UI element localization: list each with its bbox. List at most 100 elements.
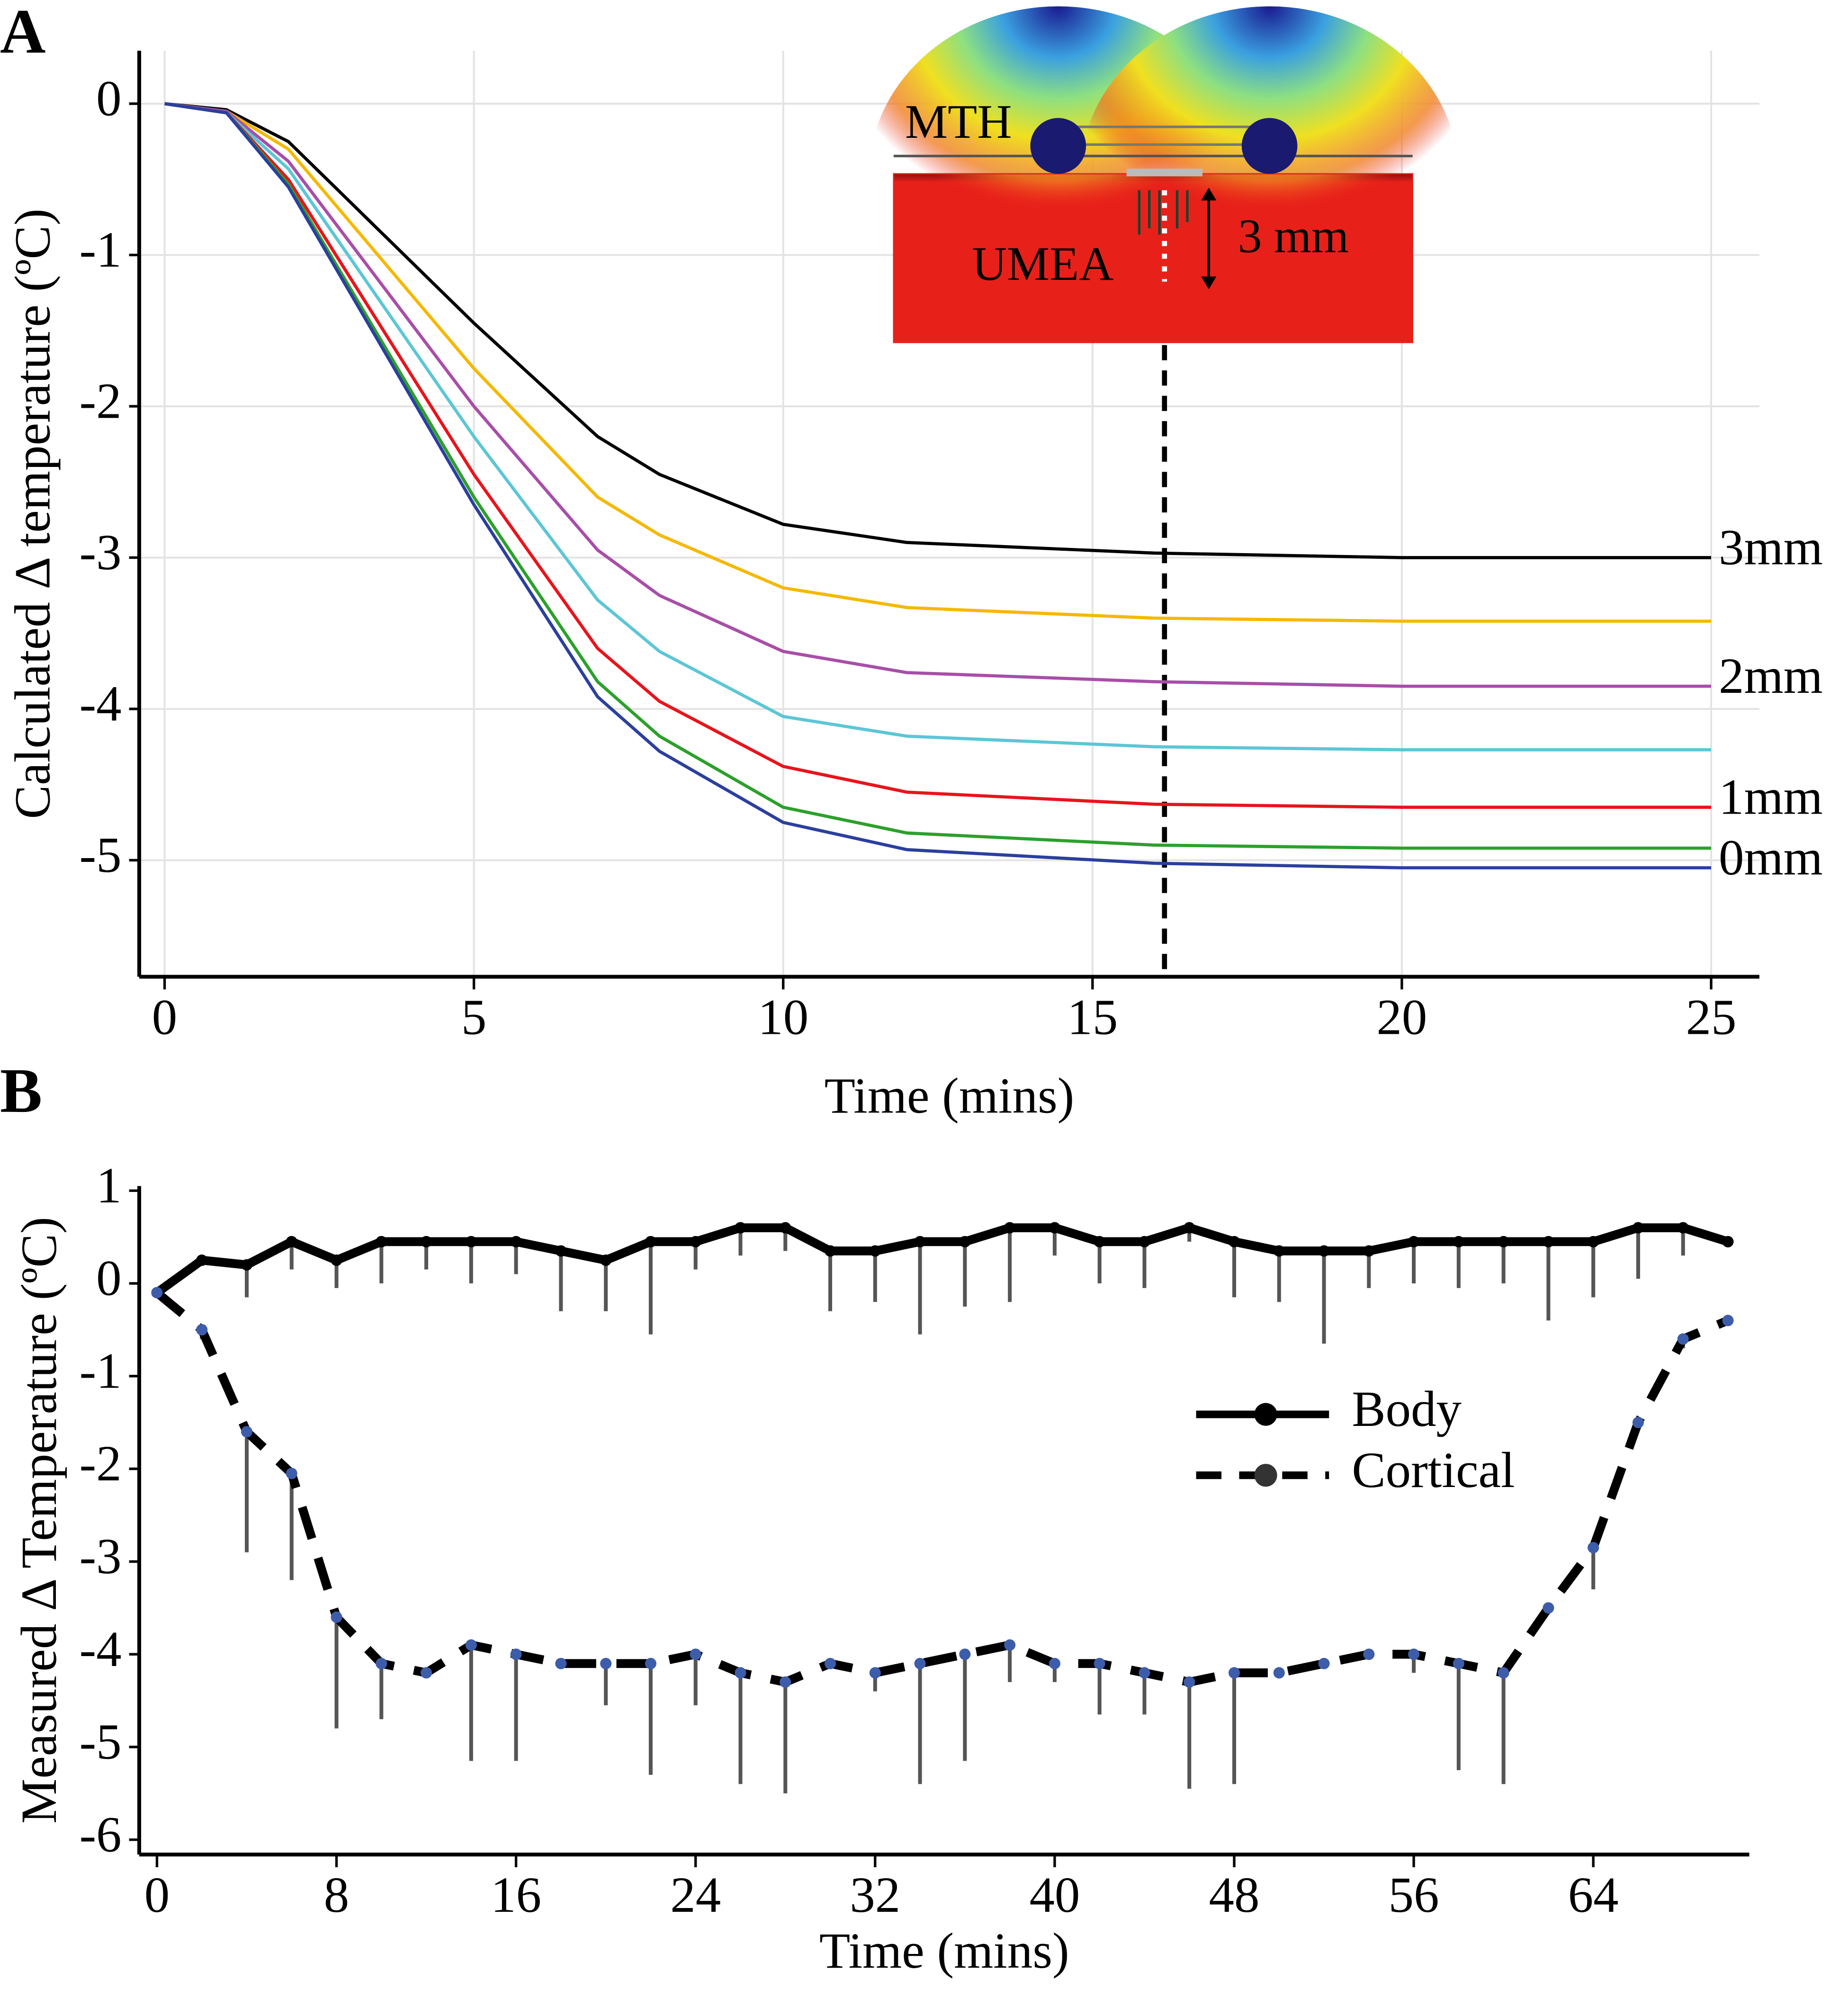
marker: [1094, 1236, 1105, 1247]
plate: [1126, 169, 1202, 177]
series-line: [154, 1223, 1730, 1297]
marker: [1543, 1236, 1554, 1247]
panel-label: A: [0, 0, 46, 66]
marker: [1498, 1667, 1509, 1679]
marker: [1228, 1667, 1240, 1679]
y-tick-label: -3: [80, 1529, 122, 1585]
series-line: [154, 1289, 1730, 1687]
marker: [1273, 1245, 1285, 1257]
legend-label: Cortical: [1352, 1442, 1515, 1498]
marker: [421, 1236, 432, 1247]
panel-label: B: [0, 1056, 42, 1126]
marker: [735, 1667, 746, 1679]
marker: [421, 1667, 432, 1679]
y-tick-label: -4: [80, 676, 122, 732]
marker: [331, 1254, 342, 1266]
marker: [465, 1236, 477, 1247]
x-tick-label: 32: [850, 1867, 900, 1923]
marker: [376, 1658, 387, 1669]
x-tick-label: 40: [1029, 1867, 1080, 1923]
x-tick-label: 8: [324, 1867, 349, 1923]
x-tick-label: 64: [1568, 1867, 1619, 1923]
y-tick-label: -1: [80, 222, 122, 278]
tube: [1030, 118, 1086, 174]
y-tick-label: -1: [80, 1343, 122, 1399]
marker: [1453, 1658, 1464, 1669]
marker: [1318, 1658, 1330, 1669]
legend-label: Body: [1352, 1381, 1462, 1437]
marker: [1677, 1222, 1689, 1234]
marker: [600, 1658, 612, 1669]
series-line: [164, 102, 1712, 869]
x-tick-label: 56: [1389, 1867, 1439, 1923]
series-line: [164, 102, 1712, 752]
marker: [1094, 1658, 1105, 1669]
marker: [1408, 1236, 1420, 1247]
series-label: 2mm: [1719, 648, 1823, 704]
x-tick-label: 16: [491, 1867, 541, 1923]
marker: [914, 1658, 926, 1669]
marker: [196, 1254, 208, 1266]
marker: [780, 1676, 791, 1688]
umea-label: UMEA: [972, 237, 1114, 290]
cold-zone: [1079, 6, 1460, 349]
marker: [331, 1611, 342, 1623]
x-tick-label: 5: [461, 989, 486, 1045]
x-tick-label: 15: [1067, 989, 1118, 1045]
marker: [1632, 1416, 1644, 1428]
marker: [1408, 1649, 1420, 1660]
marker: [510, 1236, 522, 1247]
x-tick-label: 0: [152, 989, 177, 1045]
marker: [1363, 1649, 1375, 1660]
marker: [1139, 1667, 1150, 1679]
y-tick-label: -2: [80, 1436, 122, 1492]
marker: [286, 1236, 297, 1247]
series-label: 3mm: [1719, 520, 1823, 575]
marker: [286, 1468, 297, 1479]
marker: [1184, 1222, 1195, 1234]
x-axis-title: Time (mins): [819, 1923, 1069, 1979]
marker: [1363, 1245, 1375, 1257]
marker: [1543, 1602, 1554, 1614]
y-tick-label: 0: [96, 1251, 121, 1307]
x-tick-label: 0: [144, 1867, 170, 1923]
marker: [1588, 1236, 1599, 1247]
marker: [1049, 1222, 1060, 1234]
series-line: [164, 102, 1712, 623]
legend-marker: [1254, 1464, 1277, 1487]
marker: [780, 1222, 791, 1234]
marker: [465, 1639, 477, 1651]
y-tick-label: -3: [80, 525, 122, 581]
y-tick-label: 0: [96, 71, 121, 126]
marker: [1004, 1639, 1016, 1651]
marker: [1498, 1236, 1509, 1247]
marker: [1722, 1315, 1734, 1326]
marker: [1049, 1658, 1060, 1669]
marker: [959, 1649, 971, 1660]
marker: [196, 1324, 208, 1335]
depth-label: 3 mm: [1238, 209, 1349, 262]
marker: [510, 1649, 522, 1660]
x-tick-label: 24: [670, 1867, 721, 1923]
inset-diagram: MTH UMEA 3 mm: [868, 6, 1460, 977]
x-tick-label: 10: [758, 989, 808, 1045]
marker: [1139, 1236, 1150, 1247]
y-tick-label: -2: [80, 373, 122, 429]
marker: [555, 1245, 567, 1257]
marker: [645, 1236, 656, 1247]
y-tick-label: -5: [80, 1714, 122, 1770]
marker: [1184, 1676, 1195, 1688]
marker: [735, 1222, 746, 1234]
marker: [869, 1667, 881, 1679]
marker: [1273, 1667, 1285, 1679]
marker: [1004, 1222, 1016, 1234]
marker: [555, 1658, 567, 1669]
marker: [959, 1236, 971, 1247]
y-tick-label: -6: [80, 1807, 122, 1863]
marker: [690, 1649, 701, 1660]
y-axis-title: Calculated Δ temperature (ºC): [5, 208, 61, 819]
marker: [690, 1236, 701, 1247]
series-line: [164, 102, 1712, 559]
y-tick-label: 1: [96, 1158, 121, 1214]
